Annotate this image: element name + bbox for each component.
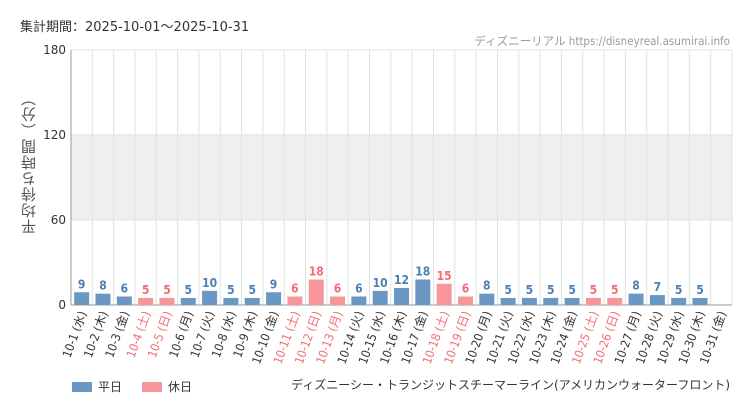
bar-value-label: 5 xyxy=(696,283,704,297)
bar-value-label: 6 xyxy=(334,282,342,296)
bar-value-label: 5 xyxy=(675,283,683,297)
bar xyxy=(607,297,623,305)
bar-value-label: 9 xyxy=(270,277,278,291)
bar-value-label: 5 xyxy=(142,283,150,297)
bar xyxy=(543,297,559,305)
legend-swatch-weekday xyxy=(72,381,92,392)
bar-value-label: 5 xyxy=(526,283,534,297)
bar xyxy=(180,297,196,305)
bar-value-label: 18 xyxy=(309,265,324,279)
legend-item-holiday: 休日 xyxy=(142,378,192,395)
bar-value-label: 10 xyxy=(202,276,217,290)
bar xyxy=(116,296,132,305)
legend: 平日 休日 xyxy=(72,378,192,395)
source-label: ディズニーリアル https://disneyreal.asumirai.inf… xyxy=(474,34,730,48)
bar-value-label: 9 xyxy=(78,277,86,291)
bar xyxy=(308,279,324,305)
bar xyxy=(394,288,409,305)
bar-value-label: 8 xyxy=(632,279,640,293)
legend-label-weekday: 平日 xyxy=(98,380,123,394)
bar xyxy=(436,283,452,305)
grid-band xyxy=(71,135,732,220)
y-tick-label: 60 xyxy=(51,213,66,227)
legend-item-weekday: 平日 xyxy=(72,378,122,395)
bar-value-label: 5 xyxy=(611,283,619,297)
bar-value-label: 5 xyxy=(590,283,598,297)
bar xyxy=(202,290,218,305)
bar-value-label: 5 xyxy=(227,283,235,297)
bar xyxy=(138,297,154,305)
y-tick-label: 180 xyxy=(43,43,66,57)
bar xyxy=(649,295,665,305)
bar xyxy=(287,296,303,305)
legend-label-holiday: 休日 xyxy=(168,380,193,394)
bar xyxy=(159,297,175,305)
bar xyxy=(564,297,580,305)
bar xyxy=(692,297,708,305)
bar xyxy=(372,290,388,305)
bar xyxy=(244,297,260,305)
bar-value-label: 6 xyxy=(291,282,299,296)
bar-value-label: 18 xyxy=(415,265,430,279)
bar xyxy=(330,296,346,305)
bar xyxy=(628,293,644,305)
bar xyxy=(95,293,111,305)
bar xyxy=(585,297,601,305)
y-tick-label: 120 xyxy=(43,128,66,142)
bar-value-label: 5 xyxy=(163,283,171,297)
bar xyxy=(671,297,687,305)
attraction-name: ディズニーシー・トランジットスチーマーライン(アメリカンウォーターフロント) xyxy=(291,378,730,392)
bar-value-label: 6 xyxy=(462,282,470,296)
bar-value-label: 8 xyxy=(483,279,491,293)
legend-swatch-holiday xyxy=(142,381,163,392)
bar xyxy=(500,297,516,305)
bar-value-label: 15 xyxy=(437,269,452,283)
bar xyxy=(479,293,495,305)
bar-value-label: 5 xyxy=(547,283,555,297)
period-label: 集計期間：2025-10-01〜2025-10-31 xyxy=(20,20,250,35)
bar xyxy=(521,297,537,305)
bar-value-label: 6 xyxy=(121,282,129,296)
bar xyxy=(74,292,90,305)
y-tick-label: 0 xyxy=(58,298,66,312)
bar-value-label: 5 xyxy=(504,283,512,297)
bar-value-label: 5 xyxy=(248,283,256,297)
bar xyxy=(266,292,282,305)
bar-value-label: 5 xyxy=(568,283,576,297)
bar-value-label: 5 xyxy=(185,283,193,297)
bar-value-label: 10 xyxy=(373,276,388,290)
bar xyxy=(457,296,473,305)
bar xyxy=(351,296,367,305)
bar-value-label: 7 xyxy=(654,280,662,294)
bar-value-label: 6 xyxy=(355,282,363,296)
bar xyxy=(415,279,431,305)
bar-value-label: 8 xyxy=(99,279,107,293)
bar-value-label: 12 xyxy=(394,273,409,287)
bar xyxy=(223,297,239,305)
